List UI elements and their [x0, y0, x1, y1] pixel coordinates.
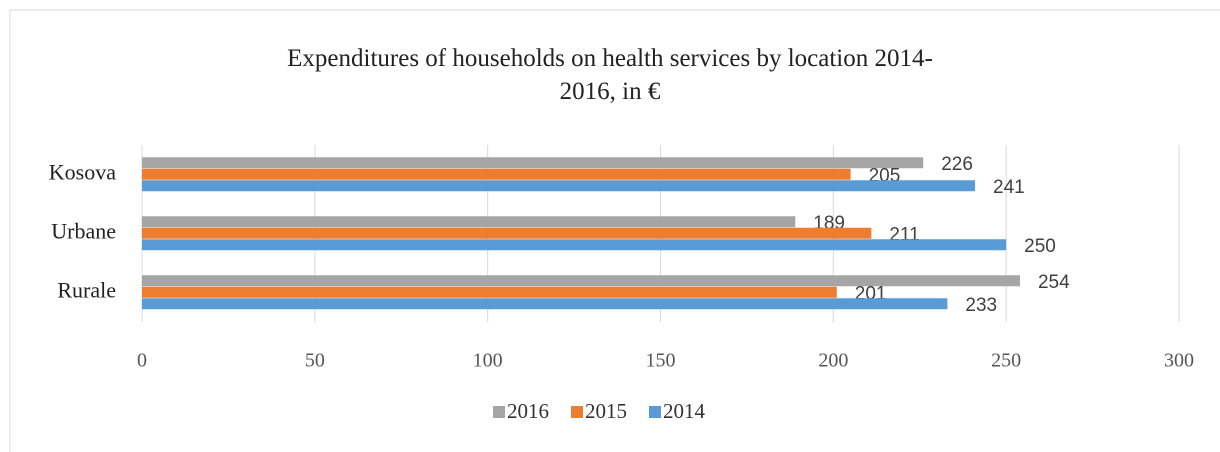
- legend-swatch: [493, 406, 505, 418]
- x-tick-label: 150: [646, 350, 676, 372]
- bar: [142, 275, 1020, 287]
- data-label: 241: [993, 177, 1025, 198]
- legend-swatch: [649, 406, 661, 418]
- x-tick-label: 100: [473, 350, 503, 372]
- legend-label: 2015: [585, 399, 627, 423]
- bar: [142, 180, 976, 192]
- bar: [142, 298, 948, 310]
- bar: [142, 216, 796, 228]
- legend-label: 2016: [507, 399, 549, 423]
- x-tick-label: 300: [1164, 350, 1194, 372]
- bar: [142, 239, 1007, 251]
- y-tick-label: Rurale: [57, 278, 116, 303]
- bar: [142, 168, 851, 180]
- legend-label: 2014: [663, 399, 706, 423]
- bar: [142, 227, 872, 239]
- bar: [142, 157, 924, 169]
- bar: [142, 286, 837, 298]
- x-tick-label: 50: [305, 350, 325, 372]
- data-label: 226: [941, 154, 973, 175]
- x-tick-label: 0: [137, 350, 147, 372]
- data-label: 233: [965, 295, 997, 316]
- x-tick-label: 250: [991, 350, 1021, 372]
- data-label: 254: [1038, 272, 1070, 293]
- data-label: 250: [1024, 236, 1056, 257]
- chart-title: Expenditures of households on health ser…: [287, 45, 933, 105]
- y-tick-label: Kosova: [49, 160, 116, 185]
- y-tick-label: Urbane: [51, 219, 116, 244]
- legend-swatch: [571, 406, 583, 418]
- x-tick-label: 200: [818, 350, 848, 372]
